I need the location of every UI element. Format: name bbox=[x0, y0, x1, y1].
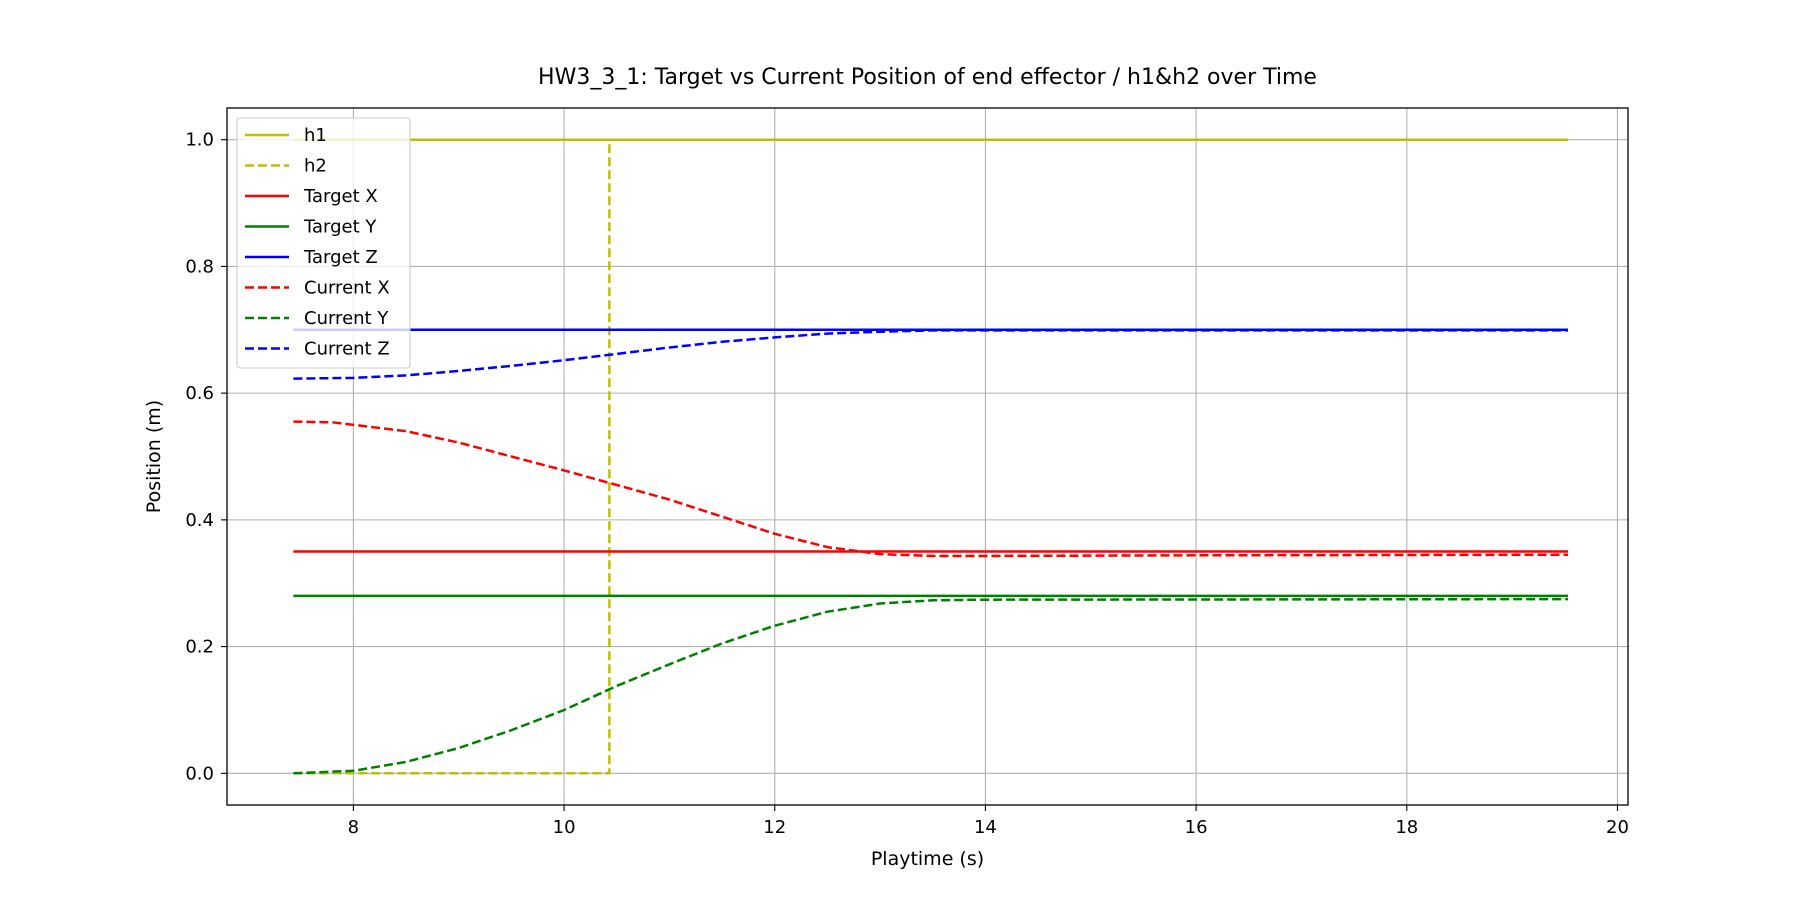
chart-title: HW3_3_1: Target vs Current Position of e… bbox=[538, 65, 1317, 90]
x-tick-label: 8 bbox=[348, 817, 359, 838]
legend-label-h1: h1 bbox=[304, 125, 327, 146]
grid bbox=[227, 108, 1628, 805]
series-line-current-x bbox=[293, 420, 1569, 558]
y-tick-label: 0.2 bbox=[185, 637, 214, 658]
x-tick-label: 12 bbox=[763, 817, 786, 838]
y-tick-label: 0.8 bbox=[185, 256, 214, 277]
x-tick-label: 10 bbox=[553, 817, 576, 838]
series-line-h2 bbox=[293, 139, 611, 775]
y-tick-label: 0.6 bbox=[185, 383, 214, 404]
axis-ticks: 8 10 12 14 16 18 20 0.0 0.2 0.4 0.6 0.8 1.0 bbox=[185, 130, 1629, 838]
legend-label-target-x: Target X bbox=[303, 186, 378, 207]
y-tick-label: 1.0 bbox=[185, 130, 214, 151]
plot-lines bbox=[293, 138, 1569, 775]
x-axis-label: Playtime (s) bbox=[871, 848, 984, 870]
y-tick-label: 0.4 bbox=[185, 510, 214, 531]
y-tick-label: 0.0 bbox=[185, 763, 214, 784]
legend-label-h2: h2 bbox=[304, 156, 327, 177]
legend: h1 h2 Target X Target Y Target Z Current X Cur… bbox=[236, 117, 411, 369]
x-tick-label: 14 bbox=[974, 817, 997, 838]
series-line-current-z bbox=[293, 329, 1568, 380]
legend-label-current-x: Current X bbox=[304, 278, 390, 299]
legend-box bbox=[236, 117, 411, 369]
legend-label-current-z: Current Z bbox=[304, 339, 390, 360]
legend-label-current-y: Current Y bbox=[304, 308, 389, 329]
legend-label-target-z: Target Z bbox=[303, 247, 378, 268]
plot-frame bbox=[226, 107, 1629, 806]
y-axis-label: Position (m) bbox=[143, 400, 165, 513]
x-tick-label: 20 bbox=[1606, 817, 1629, 838]
x-tick-label: 18 bbox=[1395, 817, 1418, 838]
x-tick-label: 16 bbox=[1185, 817, 1208, 838]
legend-label-target-y: Target Y bbox=[303, 217, 377, 238]
series-line-current-y bbox=[293, 597, 1569, 775]
